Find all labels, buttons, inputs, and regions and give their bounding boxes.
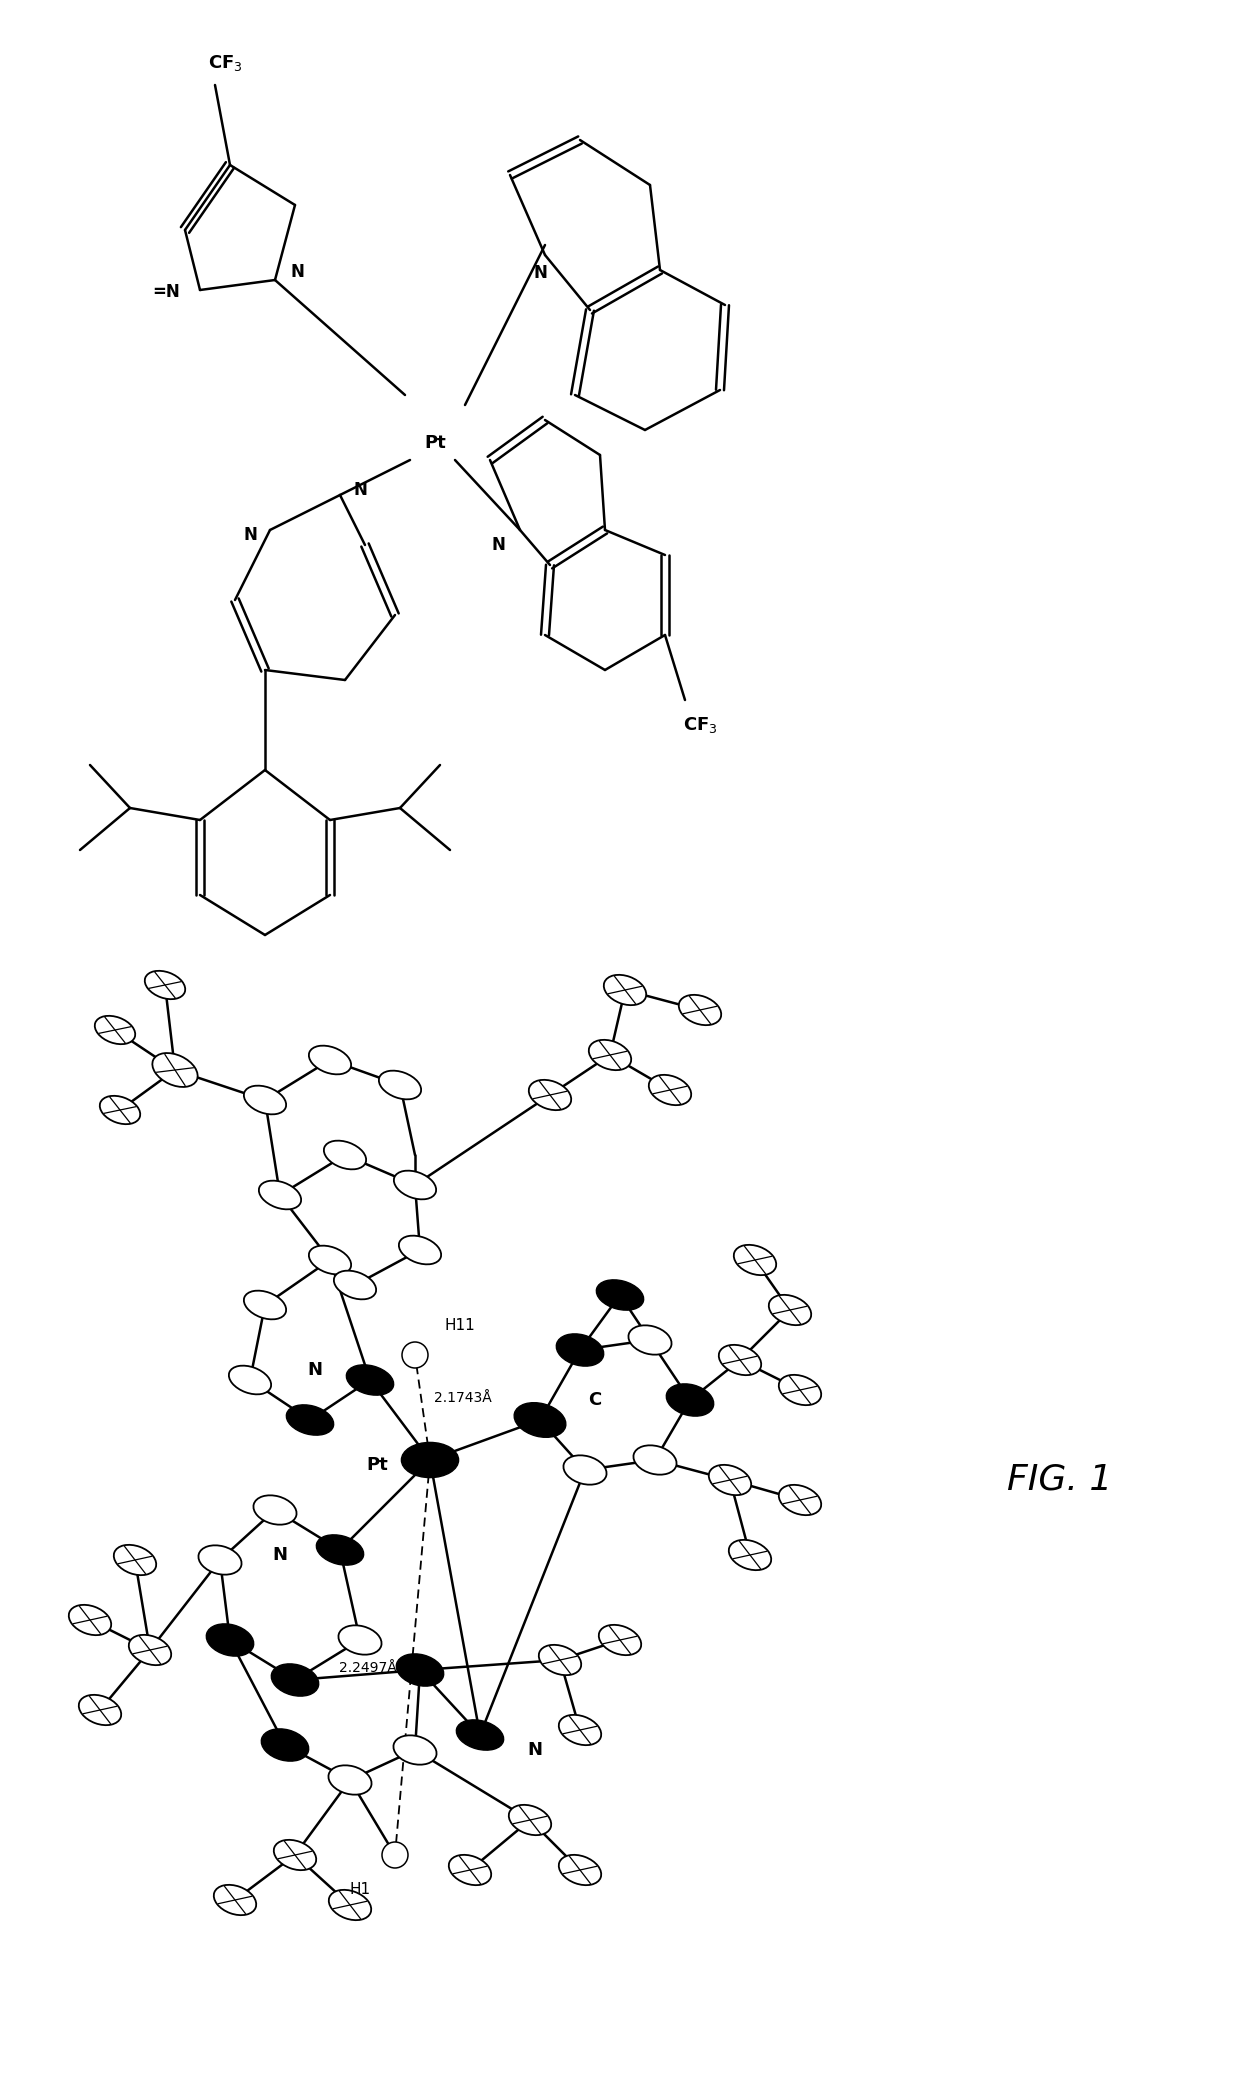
Ellipse shape	[563, 1455, 606, 1484]
Text: N: N	[243, 526, 257, 545]
Ellipse shape	[508, 1805, 552, 1836]
Text: N: N	[273, 1547, 288, 1564]
Text: 2.2497Å: 2.2497Å	[339, 1660, 397, 1675]
Ellipse shape	[397, 1654, 444, 1685]
Ellipse shape	[79, 1696, 122, 1725]
Ellipse shape	[528, 1079, 572, 1111]
Ellipse shape	[596, 1281, 644, 1310]
Text: N: N	[527, 1742, 543, 1759]
Circle shape	[382, 1842, 408, 1868]
Text: N: N	[290, 262, 304, 281]
Ellipse shape	[329, 1765, 372, 1794]
Ellipse shape	[779, 1375, 821, 1404]
Ellipse shape	[259, 1180, 301, 1209]
Ellipse shape	[558, 1335, 601, 1364]
Ellipse shape	[229, 1367, 272, 1394]
Ellipse shape	[649, 1075, 691, 1105]
Ellipse shape	[94, 1017, 135, 1044]
Ellipse shape	[399, 1237, 441, 1264]
Ellipse shape	[557, 1333, 604, 1367]
Ellipse shape	[559, 1855, 601, 1884]
Ellipse shape	[538, 1645, 582, 1675]
Circle shape	[402, 1341, 428, 1369]
Ellipse shape	[559, 1715, 601, 1746]
Text: N: N	[353, 480, 367, 499]
Ellipse shape	[316, 1534, 363, 1566]
Text: FIG. 1: FIG. 1	[1007, 1463, 1112, 1497]
Ellipse shape	[286, 1404, 334, 1436]
Ellipse shape	[769, 1295, 811, 1325]
Text: Pt: Pt	[366, 1457, 388, 1473]
Text: N: N	[308, 1360, 322, 1379]
Ellipse shape	[329, 1891, 371, 1920]
Ellipse shape	[334, 1270, 376, 1300]
Ellipse shape	[729, 1541, 771, 1570]
Ellipse shape	[309, 1245, 351, 1274]
Ellipse shape	[309, 1046, 351, 1075]
Ellipse shape	[599, 1624, 641, 1656]
Text: C: C	[588, 1392, 601, 1409]
Ellipse shape	[145, 970, 185, 1000]
Ellipse shape	[394, 1172, 436, 1199]
Ellipse shape	[678, 996, 722, 1025]
Text: CF$_3$: CF$_3$	[683, 715, 717, 736]
Ellipse shape	[629, 1325, 672, 1354]
Ellipse shape	[213, 1884, 257, 1916]
Ellipse shape	[393, 1735, 436, 1765]
Ellipse shape	[324, 1140, 366, 1170]
Ellipse shape	[68, 1606, 112, 1635]
Ellipse shape	[666, 1383, 714, 1417]
Ellipse shape	[208, 1624, 252, 1654]
Text: N: N	[533, 264, 547, 283]
Ellipse shape	[153, 1052, 197, 1088]
Ellipse shape	[206, 1624, 254, 1656]
Ellipse shape	[339, 1624, 382, 1654]
Ellipse shape	[634, 1446, 677, 1476]
Ellipse shape	[99, 1096, 140, 1123]
Ellipse shape	[253, 1494, 296, 1524]
Ellipse shape	[244, 1086, 286, 1115]
Ellipse shape	[274, 1840, 316, 1870]
Text: H11: H11	[445, 1318, 475, 1333]
Ellipse shape	[198, 1545, 242, 1574]
Text: 2.1743Å: 2.1743Å	[434, 1390, 491, 1404]
Ellipse shape	[449, 1855, 491, 1884]
Ellipse shape	[604, 975, 646, 1006]
Ellipse shape	[734, 1245, 776, 1274]
Ellipse shape	[668, 1385, 712, 1415]
Ellipse shape	[402, 1442, 459, 1478]
Ellipse shape	[346, 1364, 393, 1396]
Text: =N: =N	[153, 283, 180, 302]
Ellipse shape	[589, 1040, 631, 1071]
Ellipse shape	[263, 1731, 306, 1761]
Text: Pt: Pt	[424, 434, 446, 453]
Ellipse shape	[114, 1545, 156, 1576]
Ellipse shape	[515, 1402, 565, 1438]
Ellipse shape	[272, 1664, 319, 1696]
Text: CF$_3$: CF$_3$	[207, 52, 242, 73]
Ellipse shape	[719, 1346, 761, 1375]
Text: N: N	[491, 537, 505, 553]
Ellipse shape	[244, 1291, 286, 1318]
Ellipse shape	[262, 1729, 309, 1761]
Ellipse shape	[274, 1666, 316, 1696]
Ellipse shape	[129, 1635, 171, 1664]
Ellipse shape	[379, 1071, 422, 1098]
Ellipse shape	[779, 1484, 821, 1515]
Ellipse shape	[398, 1656, 441, 1685]
Text: H1: H1	[350, 1882, 371, 1897]
Ellipse shape	[709, 1465, 751, 1494]
Ellipse shape	[456, 1721, 503, 1750]
